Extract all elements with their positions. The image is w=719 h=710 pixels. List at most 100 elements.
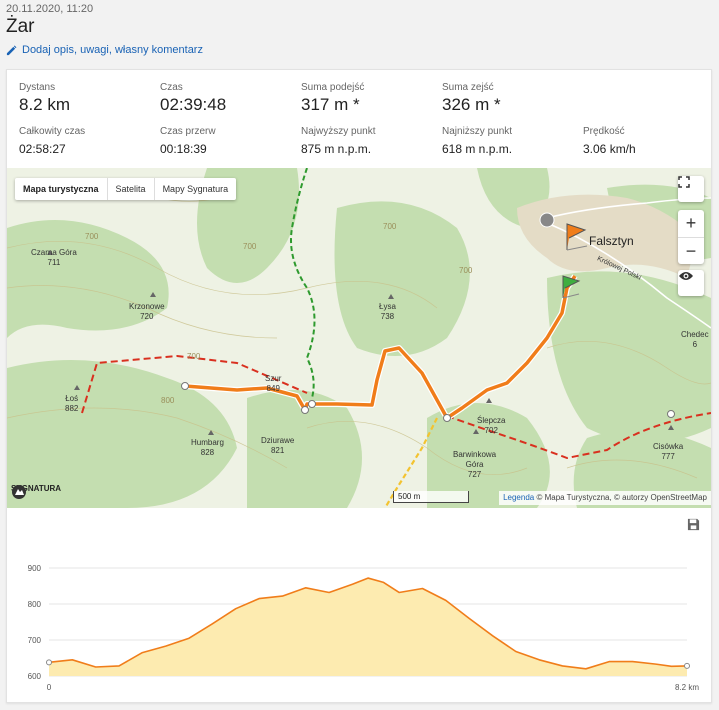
map-label-dziurawe: Dziurawe 821 — [261, 436, 294, 456]
map-label-cisowka: Cisówka 777 — [653, 442, 683, 462]
stat-speed: Prędkość 3.06 km/h — [583, 126, 636, 156]
finish-flag-icon[interactable] — [566, 223, 588, 251]
activity-card: Dystans 8.2 km Czas 02:39:48 Suma podejś… — [6, 69, 712, 703]
stat-value: 8.2 km — [19, 95, 71, 114]
contour-label: 700 — [243, 242, 257, 251]
contour-label: 700 — [85, 232, 99, 241]
stat-value: 618 m n.p.m. — [442, 142, 513, 156]
stat-distance: Dystans 8.2 km — [19, 82, 70, 115]
start-point[interactable] — [46, 659, 52, 666]
contour-label: 700 — [383, 222, 397, 231]
zoom-out-button[interactable]: − — [678, 237, 704, 264]
peak-icon — [150, 292, 156, 297]
route-map[interactable]: Czarna Góra 711 Krzonowe 720 Łysa 738 Ło… — [7, 168, 711, 508]
map-label-text: Łysa 738 — [379, 302, 396, 321]
map-type-tabs: Mapa turystyczna Satelita Mapy Sygnatura — [15, 178, 237, 200]
stat-label: Suma podejść — [301, 82, 365, 93]
peak-icon — [473, 429, 479, 434]
save-icon[interactable] — [687, 518, 700, 531]
elevation-profile[interactable]: 600 700 800 900 0 8.2 km — [7, 510, 711, 702]
peak-icon — [208, 430, 214, 435]
zoom-controls: + − — [678, 210, 704, 264]
tab-satelita[interactable]: Satelita — [108, 178, 155, 200]
waypoint[interactable] — [443, 414, 451, 422]
map-canvas[interactable] — [7, 168, 711, 508]
waypoint[interactable] — [308, 400, 316, 408]
activity-header: 20.11.2020, 11:20 Żar Dodaj opis, uwagi,… — [0, 0, 719, 68]
waypoint[interactable] — [181, 382, 189, 390]
map-label-slepcza: Ślepcza 702 — [477, 416, 505, 436]
plus-icon: + — [685, 213, 697, 233]
stat-value: 02:39:48 — [160, 95, 227, 114]
map-label-text: Humbarg 828 — [191, 438, 224, 457]
logo-icon — [12, 485, 26, 499]
stat-min-point: Najniższy punkt 618 m n.p.m. — [442, 126, 512, 156]
map-label-text: Szur 849 — [265, 374, 282, 393]
map-label-krzonowe: Krzonowe 720 — [129, 302, 165, 322]
poi-marker[interactable] — [539, 212, 555, 228]
peak-icon — [388, 294, 394, 299]
start-flag-icon[interactable] — [562, 275, 581, 299]
stat-label: Prędkość — [583, 126, 625, 137]
y-tick-label: 700 — [28, 636, 42, 645]
fullscreen-button[interactable] — [678, 176, 704, 202]
peak-icon — [668, 425, 674, 430]
activity-datetime: 20.11.2020, 11:20 — [6, 3, 94, 15]
peak-icon — [486, 398, 492, 403]
stat-label: Dystans — [19, 82, 56, 93]
trail-yellow — [384, 417, 438, 508]
legend-link[interactable]: Legenda — [503, 493, 535, 502]
gps-track — [184, 275, 577, 420]
zoom-in-button[interactable]: + — [678, 210, 704, 237]
map-label-text: Barwinkowa Góra 727 — [453, 450, 497, 479]
stat-value: 02:58:27 — [19, 142, 66, 156]
end-point[interactable] — [684, 662, 690, 669]
stat-label: Całkowity czas — [19, 126, 86, 137]
page-title: Żar — [6, 16, 35, 37]
stat-value: 326 m * — [442, 95, 501, 114]
stat-label: Czas przerw — [160, 126, 216, 137]
fullscreen-icon — [678, 176, 690, 188]
elevation-line — [48, 577, 688, 670]
stat-label: Suma zejść — [442, 82, 494, 93]
stat-total-time: Całkowity czas 02:58:27 — [19, 126, 85, 156]
contour-label: 700 — [459, 266, 473, 275]
stat-label: Najwyższy punkt — [301, 126, 376, 137]
layers-visibility-button[interactable] — [678, 270, 704, 296]
map-label-czarna-gora: Czarna Góra 711 — [31, 248, 77, 268]
trail-red — [81, 354, 711, 460]
map-label-text: Krzonowe 720 — [129, 302, 165, 321]
pencil-icon — [6, 45, 17, 55]
peak-icon — [47, 250, 53, 255]
stat-value: 317 m * — [301, 95, 360, 114]
village-area — [517, 194, 697, 278]
add-comment-label: Dodaj opis, uwagi, własny komentarz — [22, 44, 203, 56]
elevation-area — [49, 578, 687, 676]
map-scale: 500 m — [393, 491, 469, 503]
waypoint[interactable] — [301, 406, 309, 414]
elevation-chart[interactable]: 600 700 800 900 0 8.2 km — [7, 510, 711, 702]
stat-label: Czas — [160, 82, 183, 93]
stat-value: 875 m n.p.m. — [301, 142, 372, 156]
map-attribution: Legenda © Mapa Turystyczna, © autorzy Op… — [499, 491, 711, 505]
tab-mapa-turystyczna[interactable]: Mapa turystyczna — [15, 178, 108, 200]
stat-value: 00:18:39 — [160, 142, 207, 156]
y-tick-label: 800 — [28, 600, 42, 609]
stat-break-time: Czas przerw 00:18:39 — [160, 126, 216, 156]
y-tick-label: 600 — [28, 672, 42, 681]
map-label-humbarg: Humbarg 828 — [191, 438, 224, 458]
x-tick-label: 0 — [47, 683, 52, 692]
map-label-text: Łoś 882 — [65, 394, 79, 413]
stat-label: Najniższy punkt — [442, 126, 513, 137]
town-label: Falsztyn — [589, 234, 634, 248]
waypoint[interactable] — [667, 410, 675, 418]
waypoints[interactable] — [181, 382, 675, 422]
map-label-los: Łoś 882 — [65, 394, 78, 414]
tab-mapy-sygnatura[interactable]: Mapy Sygnatura — [162, 184, 229, 194]
add-comment-link[interactable]: Dodaj opis, uwagi, własny komentarz — [6, 44, 203, 56]
map-label-chedec: Chedec 6 — [681, 330, 709, 350]
peak-markers — [47, 250, 674, 435]
sygnatura-logo: SYGNATURA — [11, 484, 61, 499]
map-label-barwinkowa: Barwinkowa Góra 727 — [453, 450, 496, 480]
minus-icon: − — [685, 240, 697, 261]
